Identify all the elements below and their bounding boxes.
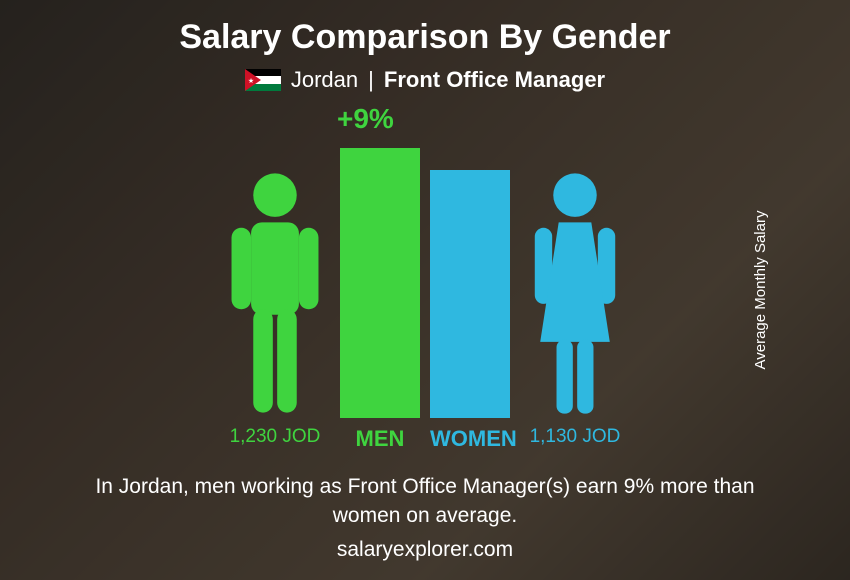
footer-source: salaryexplorer.com	[0, 538, 850, 562]
infographic-container: Salary Comparison By Gender ★ Jordan | F…	[0, 0, 850, 580]
labels-row: 1,230 JOD MEN WOMEN 1,130 JOD	[105, 426, 745, 452]
men-bar	[340, 148, 420, 418]
women-gender-label: WOMEN	[430, 426, 510, 452]
male-figure	[220, 168, 330, 418]
jordan-flag-icon: ★	[245, 69, 281, 91]
separator: |	[368, 67, 374, 93]
percent-difference-label: +9%	[337, 103, 394, 135]
job-title-label: Front Office Manager	[384, 67, 605, 93]
yaxis-label: Average Monthly Salary	[752, 211, 769, 370]
women-bar	[430, 170, 510, 418]
chart-area: +9%	[105, 108, 745, 418]
description-text: In Jordan, men working as Front Office M…	[65, 472, 785, 531]
page-title: Salary Comparison By Gender	[179, 18, 670, 57]
female-icon	[520, 168, 630, 418]
female-figure	[520, 168, 630, 418]
men-salary-label: 1,230 JOD	[220, 426, 330, 452]
men-gender-label: MEN	[340, 426, 420, 452]
subtitle-row: ★ Jordan | Front Office Manager	[245, 67, 605, 93]
male-icon	[220, 168, 330, 418]
women-salary-label: 1,130 JOD	[520, 426, 630, 452]
country-label: Jordan	[291, 67, 358, 93]
